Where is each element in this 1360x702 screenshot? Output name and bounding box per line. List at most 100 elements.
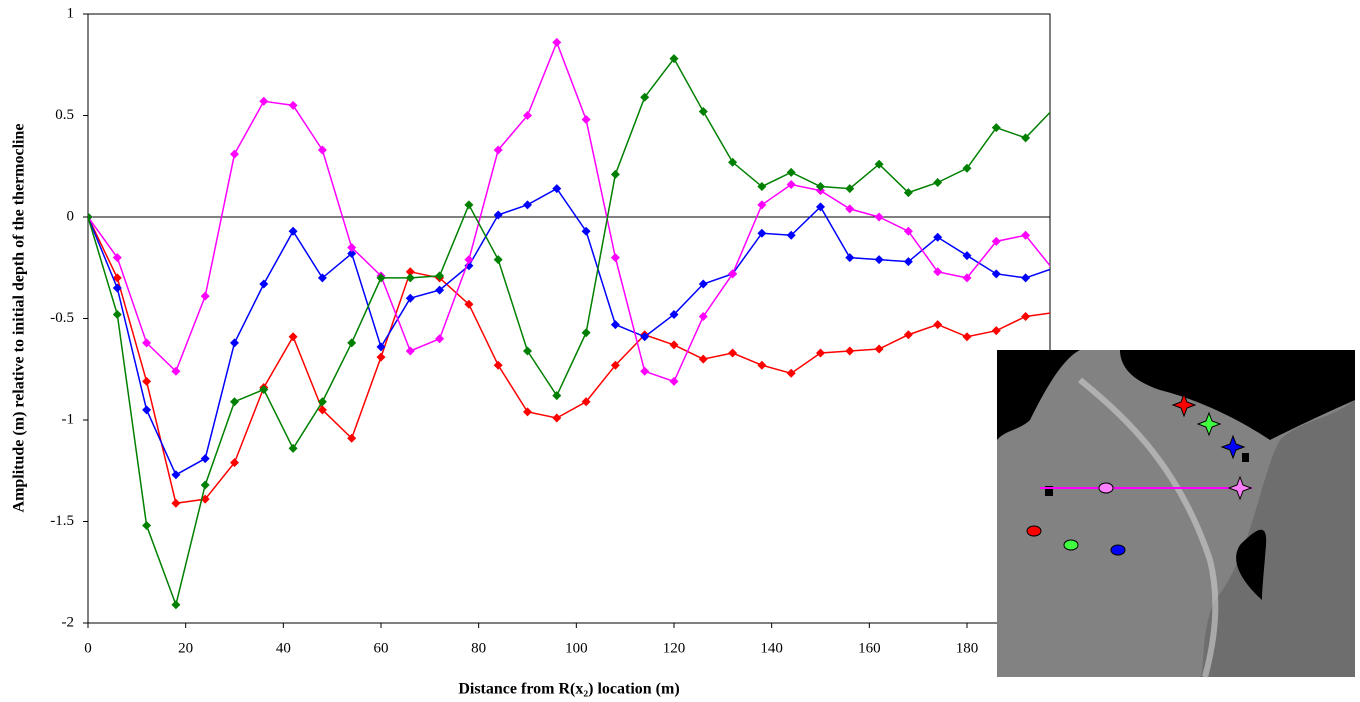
x-tick-label: 20: [178, 640, 193, 656]
x-tick-label: 0: [84, 640, 92, 656]
point-marker: [610, 360, 620, 370]
point-marker: [640, 332, 650, 342]
point-marker: [112, 253, 122, 263]
point-marker: [229, 458, 239, 468]
point-marker: [405, 293, 415, 303]
inset-star: [1196, 411, 1222, 437]
point-marker: [757, 228, 767, 238]
point-marker: [347, 249, 357, 259]
point-marker: [874, 255, 884, 265]
x-tick-label: 40: [276, 640, 291, 656]
point-marker: [991, 123, 1001, 133]
point-marker: [669, 376, 679, 386]
inset-star: [1220, 434, 1246, 460]
y-tick-label: -1.5: [50, 513, 74, 529]
point-marker: [200, 291, 210, 301]
point-marker: [493, 210, 503, 220]
point-marker: [552, 413, 562, 423]
point-marker: [347, 433, 357, 443]
point-marker: [815, 182, 825, 192]
inset-circle: [1026, 525, 1042, 537]
point-marker: [317, 273, 327, 283]
point-marker: [376, 273, 386, 283]
point-marker: [991, 236, 1001, 246]
point-marker: [171, 600, 181, 610]
point-marker: [522, 200, 532, 210]
inset-ridge: [1078, 377, 1219, 678]
point-marker: [1021, 133, 1031, 143]
inset-dot: [1045, 486, 1053, 496]
point-marker: [142, 338, 152, 348]
point-marker: [259, 385, 269, 395]
point-marker: [376, 352, 386, 362]
point-marker: [903, 330, 913, 340]
point-marker: [376, 342, 386, 352]
inset-dot: [1242, 453, 1249, 462]
point-marker: [1080, 277, 1089, 286]
point-marker: [815, 202, 825, 212]
x-tick-label: 180: [956, 640, 979, 656]
point-marker: [757, 200, 767, 210]
y-tick-label: 0: [67, 208, 75, 224]
point-marker: [522, 346, 532, 356]
point-marker: [112, 309, 122, 319]
point-marker: [142, 521, 152, 531]
point-marker: [903, 226, 913, 236]
point-marker: [786, 167, 796, 177]
point-marker: [845, 204, 855, 214]
point-marker: [317, 145, 327, 155]
point-marker: [757, 360, 767, 370]
point-marker: [610, 253, 620, 263]
point-marker: [112, 283, 122, 293]
point-marker: [962, 332, 972, 342]
point-marker: [845, 253, 855, 263]
point-marker: [698, 106, 708, 116]
point-marker: [874, 344, 884, 354]
point-marker: [874, 159, 884, 169]
plot: 1 0.5 0 -0.5 -1 -1.5 -2 0 20 40 60 80 100 120 140 160 18…: [50, 5, 1089, 656]
point-marker: [142, 405, 152, 415]
point-marker: [962, 251, 972, 261]
point-marker: [903, 188, 913, 198]
point-marker: [728, 269, 738, 279]
point-marker: [112, 273, 122, 283]
point-marker: [288, 226, 298, 236]
point-marker: [933, 320, 943, 330]
point-marker: [1021, 273, 1031, 283]
point-marker: [464, 261, 474, 271]
point-marker: [1050, 263, 1059, 272]
point-marker: [1080, 50, 1089, 59]
point-marker: [493, 145, 503, 155]
inset-star: [1171, 392, 1197, 418]
x-tick-label: 160: [858, 640, 881, 656]
point-marker: [669, 54, 679, 64]
point-marker: [522, 407, 532, 417]
point-marker: [581, 115, 591, 125]
point-marker: [435, 334, 445, 344]
point-marker: [933, 232, 943, 242]
point-marker: [88, 212, 93, 222]
point-marker: [698, 354, 708, 364]
point-marker: [874, 212, 884, 222]
point-marker: [728, 157, 738, 167]
point-marker: [698, 279, 708, 289]
point-marker: [493, 360, 503, 370]
point-marker: [552, 37, 562, 47]
point-marker: [991, 269, 1001, 279]
point-marker: [757, 182, 767, 192]
y-tick-label: -1: [62, 411, 75, 427]
point-marker: [581, 328, 591, 338]
point-marker: [581, 397, 591, 407]
inset-dark: [997, 350, 1080, 440]
point-marker: [288, 443, 298, 453]
point-marker: [347, 338, 357, 348]
point-marker: [229, 397, 239, 407]
point-marker: [317, 397, 327, 407]
point-marker: [845, 184, 855, 194]
inset-dark: [1120, 350, 1355, 440]
point-marker: [259, 96, 269, 106]
point-marker: [552, 391, 562, 401]
x-tick-label: 80: [471, 640, 486, 656]
point-marker: [728, 348, 738, 358]
